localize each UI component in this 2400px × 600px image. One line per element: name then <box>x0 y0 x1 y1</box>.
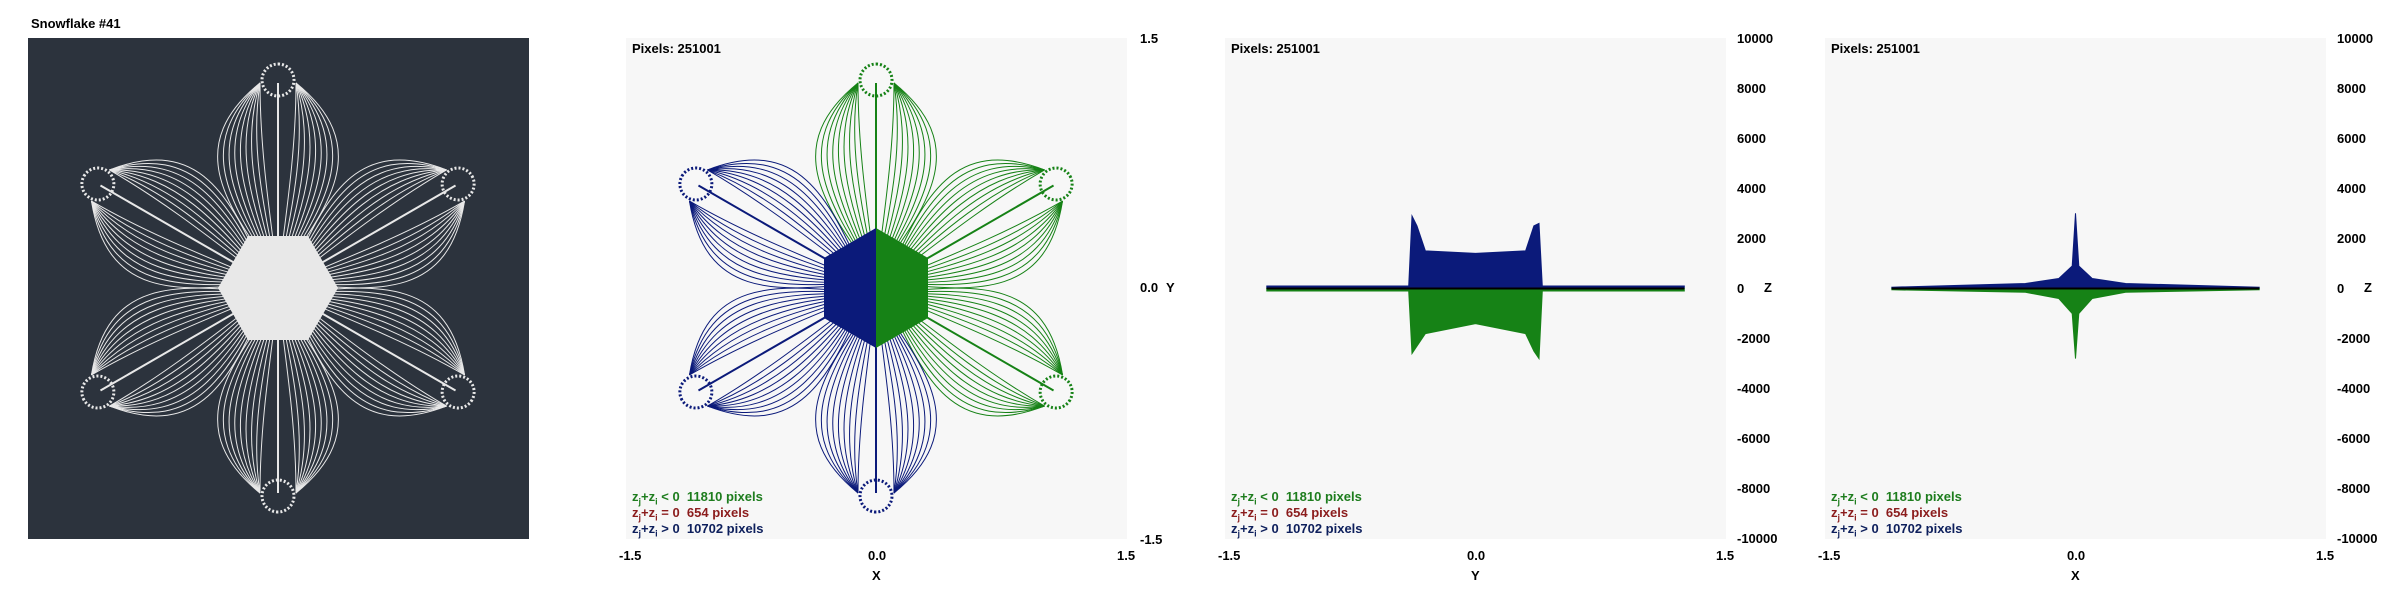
x-tick-label: 0.0 <box>2067 548 2086 563</box>
y-axis-label: Z <box>2364 280 2372 295</box>
y-tick-label: -1.5 <box>1140 532 1163 547</box>
fractal-core-left <box>824 228 876 348</box>
fractal-tip <box>80 166 116 202</box>
fractal-core-right <box>876 228 928 348</box>
y-tick-label: 6000 <box>1737 131 1766 146</box>
y-tick-label: -4000 <box>1737 381 1771 396</box>
y-axis-label: Y <box>1166 280 1175 295</box>
panel-title: Snowflake #41 <box>31 16 121 31</box>
y-tick-label: -8000 <box>2337 481 2371 496</box>
y-tick-label: 8000 <box>2337 81 2366 96</box>
series-area-positive <box>1266 213 1685 289</box>
legend-entry-zero: zj+zi = 0 654 pixels <box>632 505 750 523</box>
x-axis-label: X <box>872 568 881 583</box>
legend-entry-pos: zj+zi > 0 10702 pixels <box>632 521 764 539</box>
x-tick-label: 0.0 <box>1467 548 1486 563</box>
y-axis-label: Z <box>1764 280 1772 295</box>
y-tick-label: -10000 <box>2337 531 2378 546</box>
y-tick-label: 2000 <box>2337 231 2366 246</box>
fractal-tip <box>858 62 894 98</box>
x-tick-label: 1.5 <box>1716 548 1735 563</box>
y-tick-label: 6000 <box>2337 131 2366 146</box>
plot-title: Pixels: 251001 <box>1231 41 1320 56</box>
y-tick-label: 8000 <box>1737 81 1766 96</box>
x-tick-label: 1.5 <box>1117 548 1136 563</box>
x-tick-label: -1.5 <box>1218 548 1241 563</box>
y-tick-label: -8000 <box>1737 481 1771 496</box>
legend-entry-zero: zj+zi = 0 654 pixels <box>1831 505 1949 523</box>
y-tick-label: -10000 <box>1737 531 1778 546</box>
x-axis-label: X <box>2071 568 2080 583</box>
y-tick-label: 4000 <box>1737 181 1766 196</box>
x-tick-label: -1.5 <box>619 548 642 563</box>
fractal-tip <box>858 478 894 514</box>
legend-entry-pos: zj+zi > 0 10702 pixels <box>1231 521 1363 539</box>
y-tick-label: -4000 <box>2337 381 2371 396</box>
yz-area-svg <box>1266 213 1685 361</box>
y-tick-label: 2000 <box>1737 231 1766 246</box>
y-tick-label: 4000 <box>2337 181 2366 196</box>
series-area-negative <box>1266 288 1685 361</box>
xz-projection-plot <box>1825 38 2326 539</box>
x-axis-label: Y <box>1471 568 1480 583</box>
yz-projection-plot <box>1225 38 1726 539</box>
series-area-positive <box>1891 213 2260 289</box>
x-tick-label: 1.5 <box>2316 548 2335 563</box>
y-tick-label: -2000 <box>1737 331 1771 346</box>
y-tick-label: -2000 <box>2337 331 2371 346</box>
y-tick-label: -6000 <box>1737 431 1771 446</box>
y-tick-label: 10000 <box>1737 31 1774 46</box>
xz-area-svg <box>1891 213 2260 359</box>
plot-title: Pixels: 251001 <box>632 41 721 56</box>
fractal-tip <box>678 166 714 202</box>
fractal-tip <box>440 374 476 410</box>
legend-entry-neg: zj+zi < 0 11810 pixels <box>1831 489 1962 507</box>
plot-title: Pixels: 251001 <box>1831 41 1920 56</box>
y-tick-label: 0.0 <box>1140 280 1159 295</box>
fractal-tip <box>1038 166 1074 202</box>
xy-scatter-svg <box>678 62 1074 514</box>
y-tick-label: 10000 <box>2337 31 2374 46</box>
legend-entry-zero: zj+zi = 0 654 pixels <box>1231 505 1349 523</box>
fractal-tip <box>260 478 296 514</box>
y-tick-label: 1.5 <box>1140 31 1159 46</box>
legend-entry-neg: zj+zi < 0 11810 pixels <box>632 489 763 507</box>
fractal-tip <box>260 62 296 98</box>
y-tick-label: -6000 <box>2337 431 2371 446</box>
legend-entry-pos: zj+zi > 0 10702 pixels <box>1831 521 1963 539</box>
fractal-image <box>28 38 529 539</box>
fractal-core <box>218 236 338 340</box>
legend-entry-neg: zj+zi < 0 11810 pixels <box>1231 489 1362 507</box>
y-tick-label: 0 <box>1737 281 1745 296</box>
x-tick-label: 0.0 <box>868 548 887 563</box>
xy-projection-plot <box>626 38 1127 539</box>
snowflake-fractal <box>80 62 476 514</box>
y-tick-label: 0 <box>2337 281 2345 296</box>
x-tick-label: -1.5 <box>1818 548 1841 563</box>
series-area-negative <box>1891 288 2260 359</box>
